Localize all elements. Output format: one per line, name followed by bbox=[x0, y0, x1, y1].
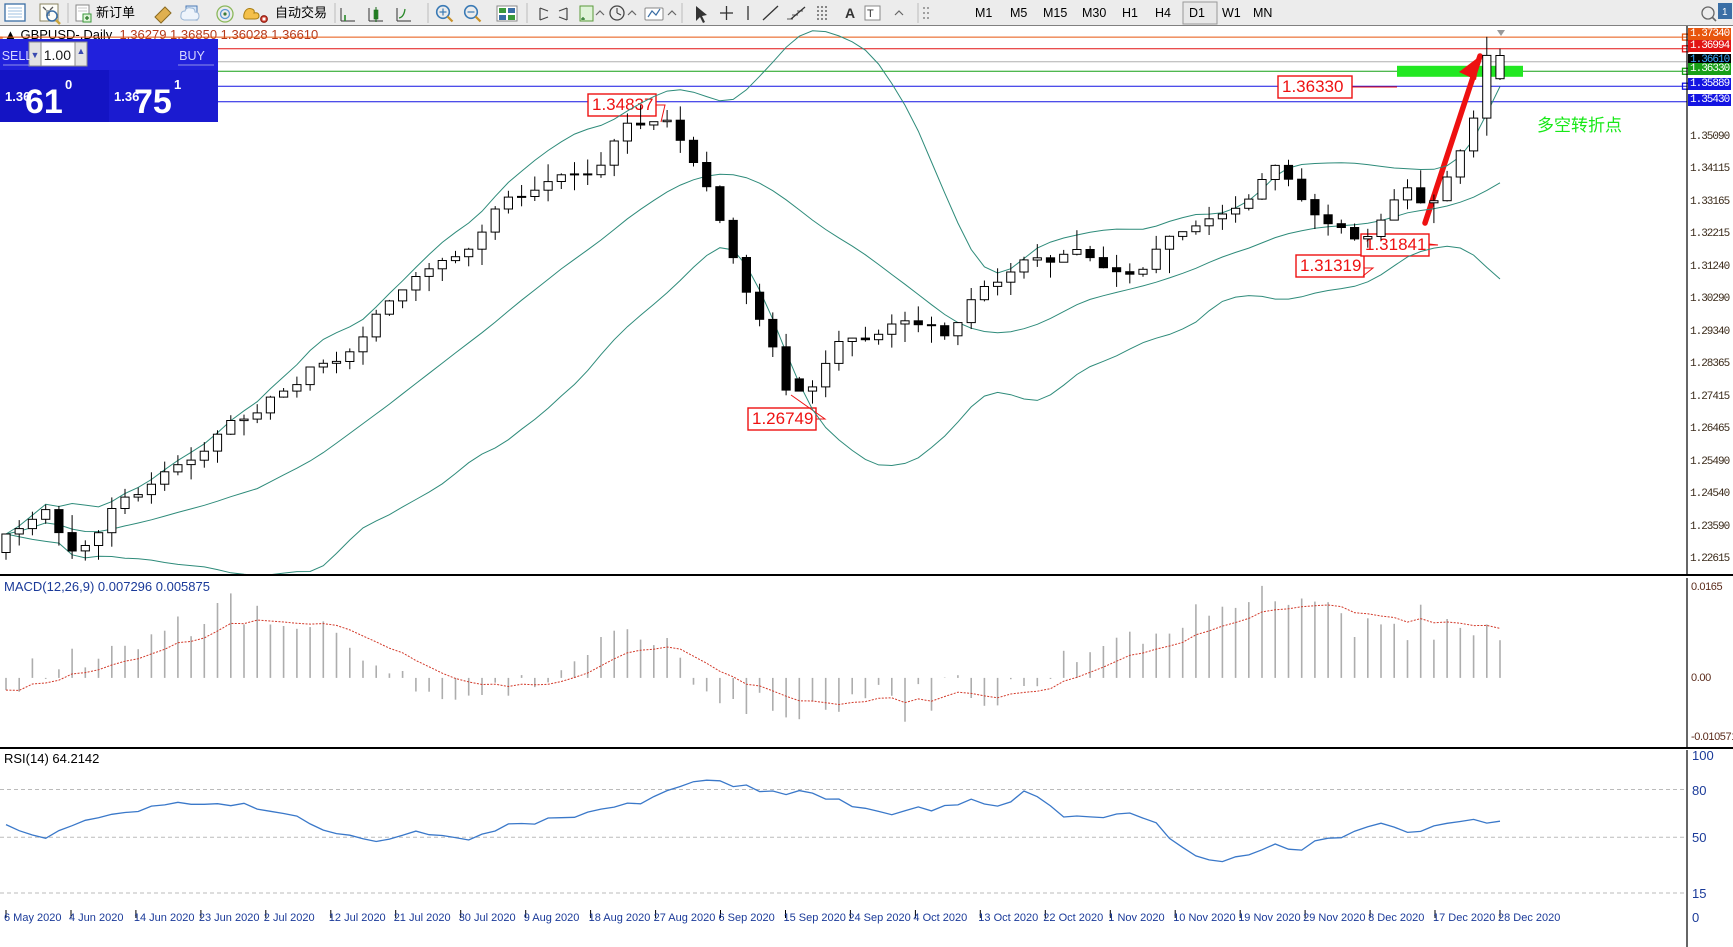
svg-text:T: T bbox=[867, 8, 874, 20]
svg-text:M5: M5 bbox=[1010, 6, 1027, 20]
svg-text:1: 1 bbox=[1722, 7, 1728, 18]
svg-text:H1: H1 bbox=[1122, 6, 1138, 20]
svg-text:H4: H4 bbox=[1155, 6, 1171, 20]
svg-text:D1: D1 bbox=[1189, 6, 1205, 20]
svg-text:M1: M1 bbox=[975, 6, 992, 20]
svg-text:新订单: 新订单 bbox=[96, 5, 135, 20]
svg-text:W1: W1 bbox=[1222, 6, 1241, 20]
svg-text:M30: M30 bbox=[1082, 6, 1106, 20]
svg-text:MN: MN bbox=[1253, 6, 1272, 20]
svg-text:M15: M15 bbox=[1043, 6, 1067, 20]
svg-text:A: A bbox=[845, 5, 855, 21]
svg-text:自动交易: 自动交易 bbox=[275, 5, 327, 20]
